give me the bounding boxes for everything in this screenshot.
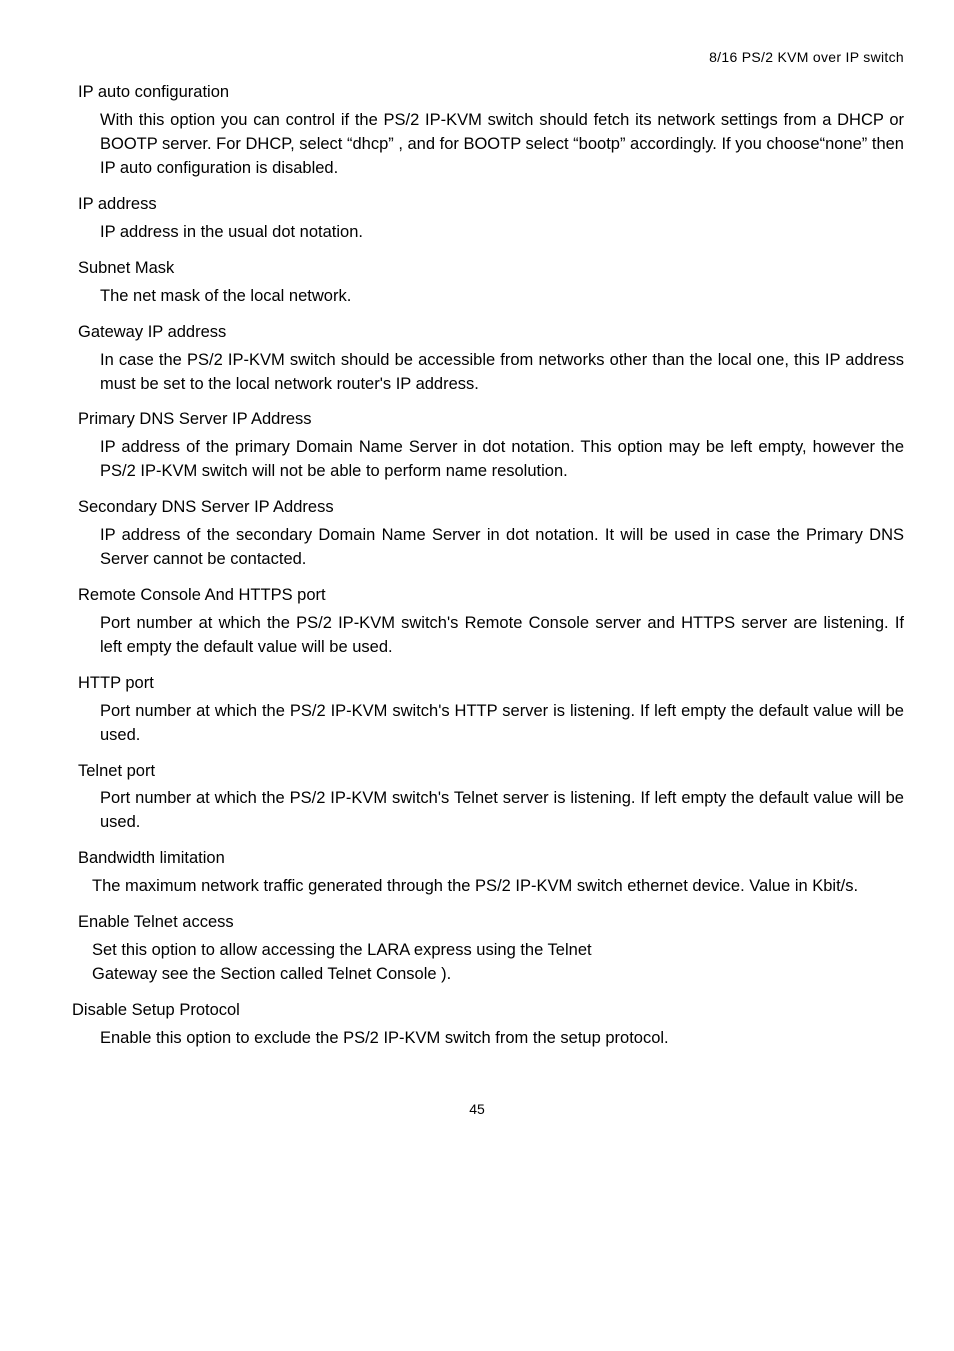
term-enable-telnet: Enable Telnet access (78, 911, 904, 935)
term-ip-auto-configuration: IP auto configuration (78, 81, 904, 105)
desc-gateway-ip: In case the PS/2 IP-KVM switch should be… (100, 349, 904, 397)
desc-enable-telnet-2: Gateway see the Section called Telnet Co… (92, 963, 904, 987)
desc-disable-setup: Enable this option to exclude the PS/2 I… (100, 1027, 904, 1051)
term-subnet-mask: Subnet Mask (78, 257, 904, 281)
term-http-port: HTTP port (78, 672, 904, 696)
term-secondary-dns: Secondary DNS Server IP Address (78, 496, 904, 520)
page-header: 8/16 PS/2 KVM over IP switch (50, 47, 904, 67)
desc-secondary-dns: IP address of the secondary Domain Name … (100, 524, 904, 572)
term-disable-setup: Disable Setup Protocol (72, 999, 904, 1023)
desc-bandwidth: The maximum network traffic generated th… (92, 875, 904, 899)
desc-primary-dns: IP address of the primary Domain Name Se… (100, 436, 904, 484)
desc-http-port: Port number at which the PS/2 IP-KVM swi… (100, 700, 904, 748)
term-remote-console: Remote Console And HTTPS port (78, 584, 904, 608)
term-primary-dns: Primary DNS Server IP Address (78, 408, 904, 432)
page-number: 45 (50, 1099, 904, 1119)
desc-subnet-mask: The net mask of the local network. (100, 285, 904, 309)
term-gateway-ip: Gateway IP address (78, 321, 904, 345)
desc-remote-console: Port number at which the PS/2 IP-KVM swi… (100, 612, 904, 660)
desc-enable-telnet-1: Set this option to allow accessing the L… (92, 939, 904, 963)
term-bandwidth: Bandwidth limitation (78, 847, 904, 871)
desc-telnet-port: Port number at which the PS/2 IP-KVM swi… (100, 787, 904, 835)
term-ip-address: IP address (78, 193, 904, 217)
term-telnet-port: Telnet port (78, 760, 904, 784)
desc-ip-address: IP address in the usual dot notation. (100, 221, 904, 245)
desc-ip-auto-configuration: With this option you can control if the … (100, 109, 904, 181)
